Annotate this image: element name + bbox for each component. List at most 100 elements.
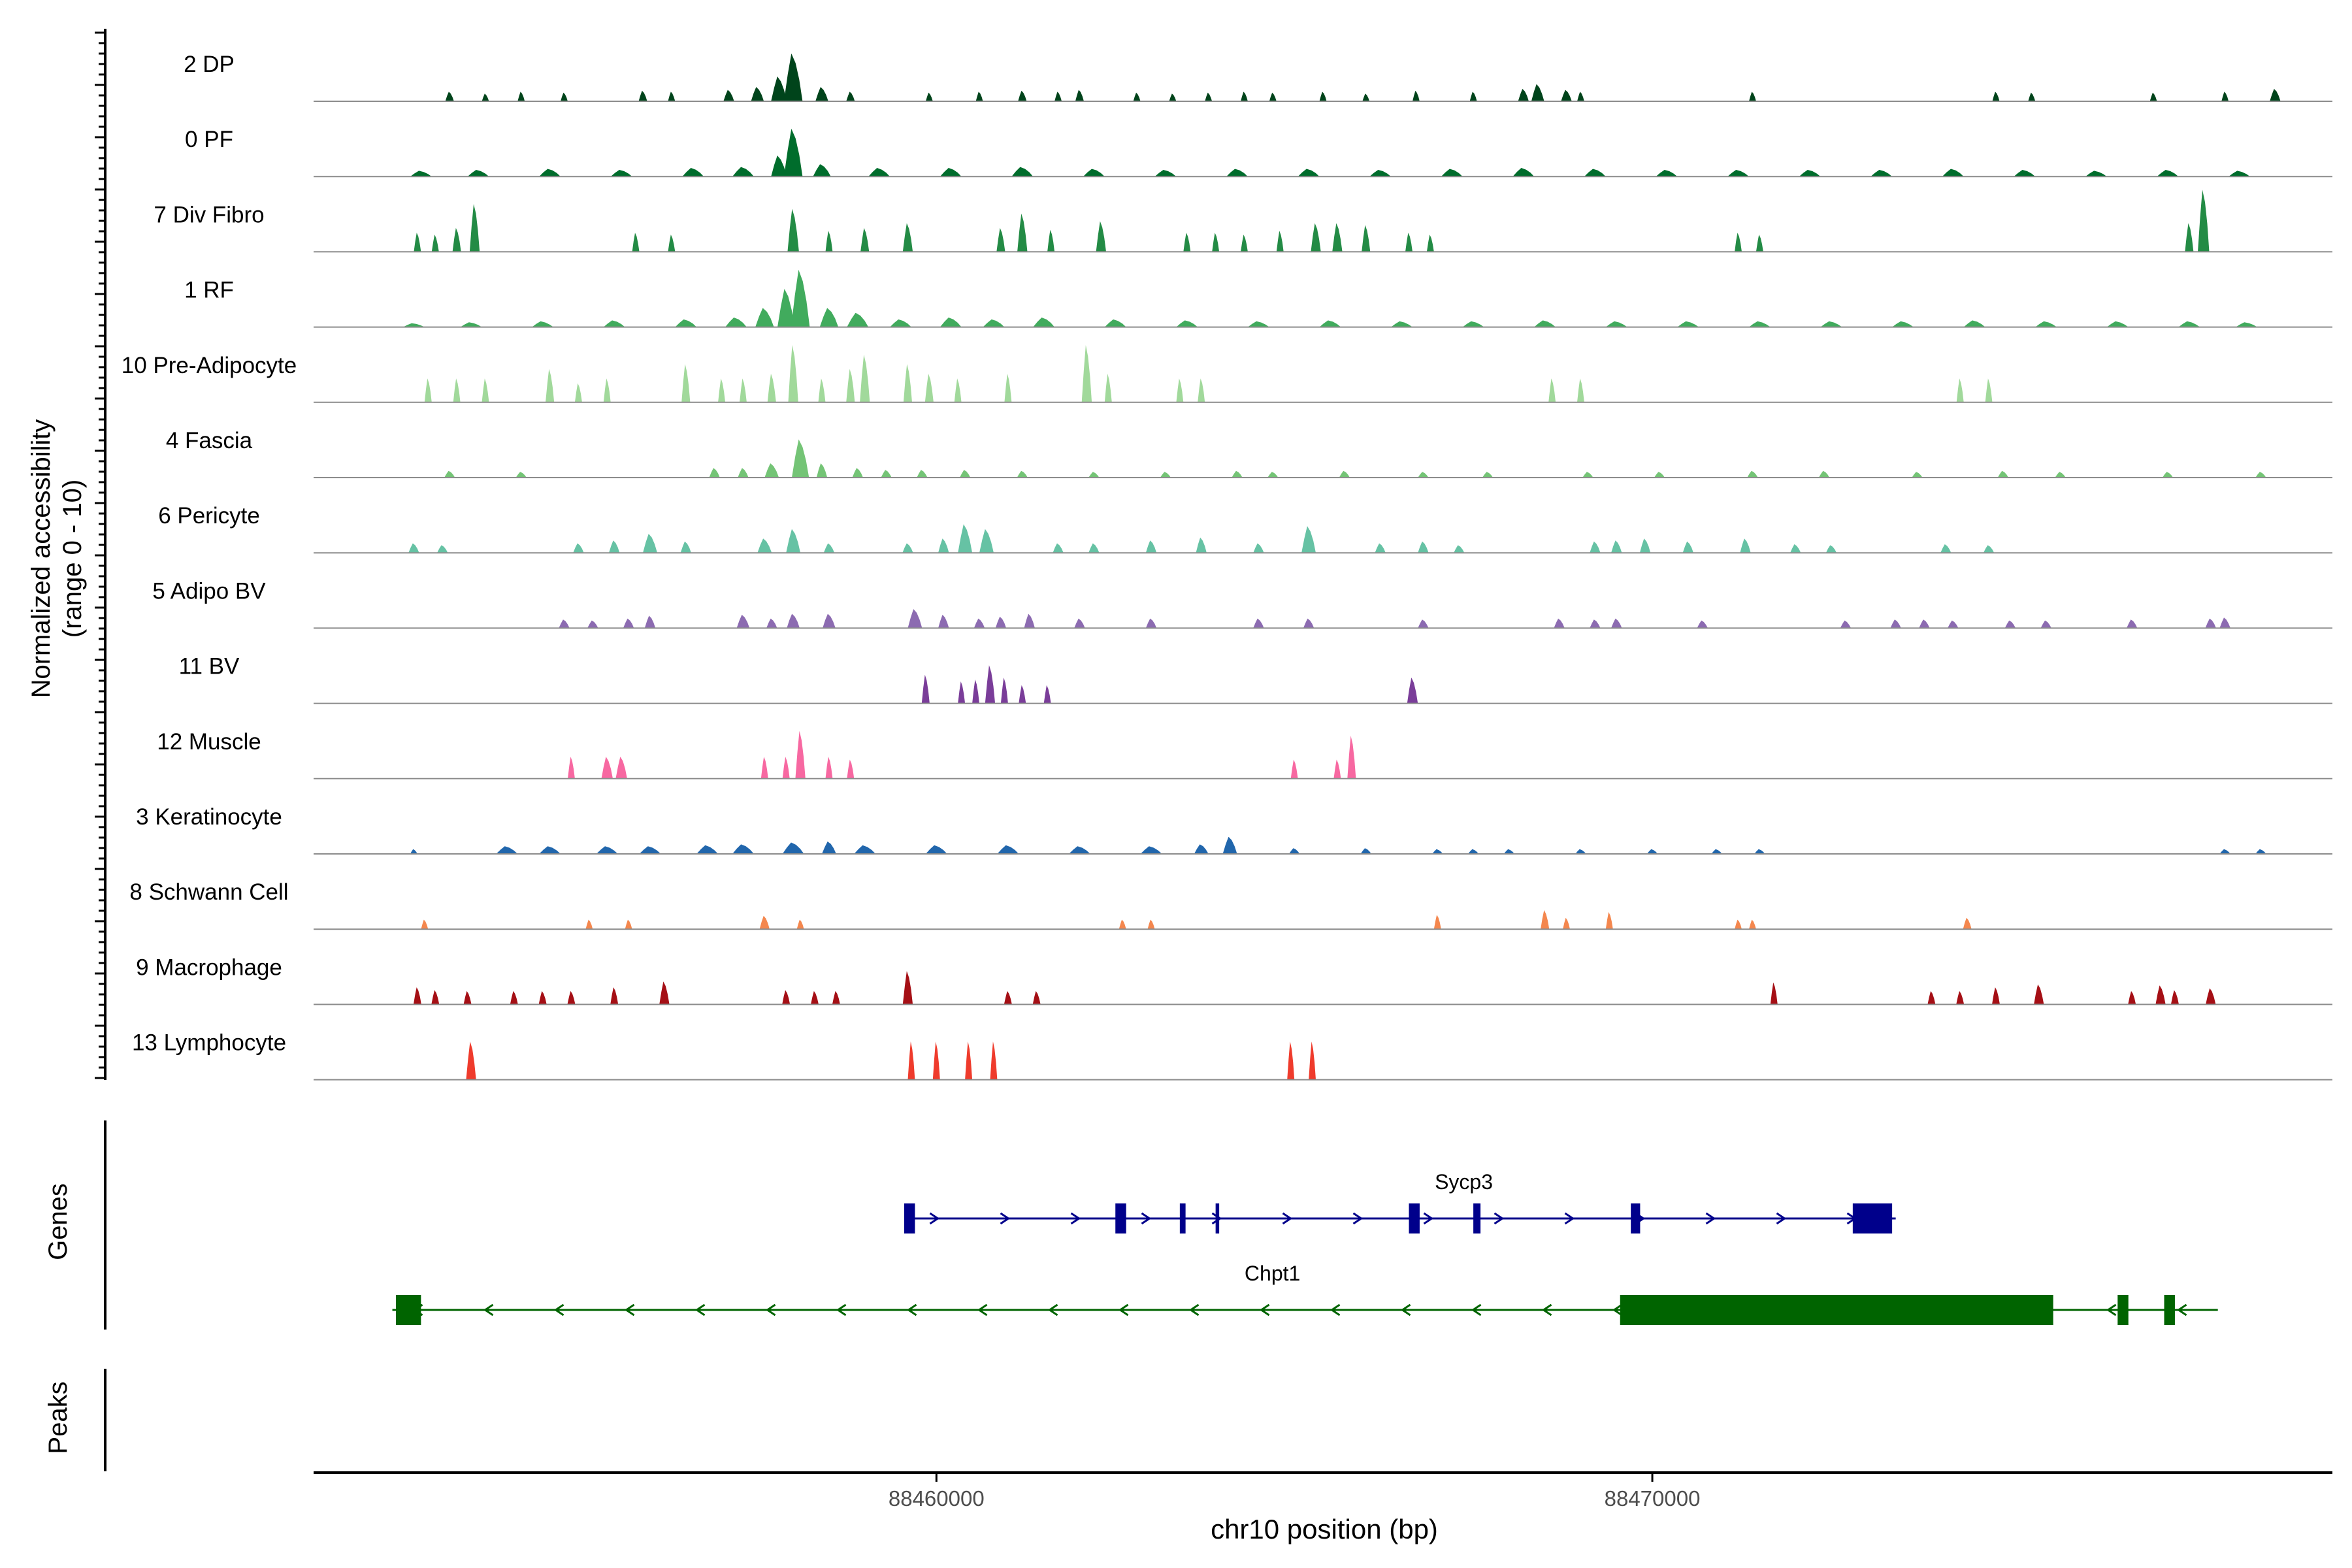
coverage-peak <box>1018 90 1027 101</box>
coverage-peak <box>1232 470 1243 478</box>
coverage-peak <box>1069 846 1090 854</box>
coverage-peak <box>819 308 839 327</box>
coverage-peak <box>410 171 432 177</box>
coverage-peak <box>2229 171 2250 177</box>
coverage-peak <box>1407 678 1418 704</box>
coverage-peak <box>2157 170 2179 177</box>
coverage-peak <box>1677 321 1699 327</box>
coverage-peak <box>517 91 525 101</box>
coverage-peak <box>1145 618 1157 629</box>
strand-arrow <box>1400 1303 1411 1316</box>
coverage-peak <box>610 987 619 1005</box>
strand-arrow <box>1047 1303 1058 1316</box>
gene-exon <box>1620 1295 2053 1325</box>
coverage-peak <box>1656 170 1678 177</box>
coverage-peak <box>903 364 912 402</box>
coverage-peak <box>1083 169 1105 177</box>
coverage-peak <box>1605 911 1613 930</box>
coverage-peak <box>1333 759 1341 779</box>
coverage-peak <box>1311 223 1321 252</box>
coverage-peak <box>1222 836 1237 854</box>
coverage-peak <box>990 1041 998 1080</box>
coverage-peak <box>546 368 555 402</box>
coverage-peak <box>1418 619 1429 629</box>
coverage-peak <box>1000 678 1008 704</box>
track-10: 3 Keratinocyte <box>136 804 2332 855</box>
coverage-peak <box>625 919 632 930</box>
track-label: 4 Fascia <box>166 428 253 453</box>
coverage-peak <box>437 545 448 553</box>
gene-exon <box>396 1295 421 1325</box>
coverage-peak <box>1512 168 1535 177</box>
gene-exon <box>1631 1203 1641 1233</box>
track-2: 7 Div Fibro <box>154 189 2332 253</box>
coverage-peak <box>1818 470 1830 478</box>
coverage-peak <box>1319 91 1327 101</box>
strand-arrow <box>1330 1303 1341 1316</box>
coverage-peak <box>680 541 691 553</box>
track-label: 2 DP <box>184 52 235 77</box>
coverage-peak <box>777 289 795 327</box>
coverage-peak <box>1799 170 1821 177</box>
strand-arrow <box>906 1303 917 1316</box>
coverage-peak <box>771 76 787 101</box>
coverage-peak <box>854 845 876 854</box>
coverage-peak <box>1287 1041 1295 1080</box>
coverage-peak <box>424 378 432 402</box>
coverage-peak <box>587 620 598 629</box>
coverage-peak <box>925 92 933 101</box>
coverage-peak <box>818 378 826 402</box>
coverage-peak <box>1418 541 1429 553</box>
coverage-peak <box>1611 618 1622 629</box>
coverage-tracks: 2 DP 0 PF 7 Div Fibro 1 RF 10 Pre-Adipocyte 4… <box>122 52 2332 1081</box>
coverage-peak <box>860 227 870 252</box>
coverage-peak <box>1754 849 1765 854</box>
track-label: 6 Pericyte <box>158 503 260 529</box>
track-label: 3 Keratinocyte <box>136 804 282 830</box>
coverage-peak <box>603 320 625 327</box>
coverage-peak <box>783 129 803 177</box>
coverage-peak <box>795 730 806 779</box>
coverage-peak <box>921 674 930 704</box>
coverage-peak <box>2170 990 2179 1005</box>
coverage-peak <box>1956 378 1964 402</box>
coverage-peak <box>979 529 994 553</box>
coverage-peak <box>2014 170 2036 177</box>
coverage-peak <box>725 318 747 327</box>
coverage-peak <box>757 538 772 553</box>
coverage-peak <box>539 846 561 854</box>
coverage-peak <box>958 681 966 704</box>
coverage-peak <box>482 378 489 402</box>
coverage-peak <box>938 614 949 629</box>
coverage-peak <box>917 470 928 478</box>
track-label: 5 Adipo BV <box>152 578 266 604</box>
strand-arrow <box>694 1303 706 1316</box>
strand-arrow <box>1070 1212 1081 1225</box>
coverage-peak <box>1441 169 1463 177</box>
coverage-peak <box>1133 92 1141 101</box>
coverage-peak <box>868 168 890 177</box>
coverage-peak <box>1584 169 1606 177</box>
coverage-peak <box>751 87 764 101</box>
coverage-peak <box>463 990 472 1005</box>
coverage-peak <box>792 439 809 478</box>
coverage-peak <box>1183 233 1191 252</box>
coverage-peak <box>1531 84 1544 101</box>
coverage-peak <box>723 90 734 101</box>
coverage-peak <box>1912 472 1923 478</box>
coverage-peak <box>1711 849 1722 854</box>
coverage-peak <box>881 470 892 478</box>
coverage-peak <box>1983 545 1995 553</box>
coverage-peak <box>414 233 421 252</box>
coverage-peak <box>939 318 962 327</box>
coverage-peak <box>846 368 855 402</box>
track-6: 6 Pericyte <box>158 503 2332 554</box>
coverage-peak <box>825 231 833 252</box>
coverage-peak <box>2219 849 2230 854</box>
coverage-peak <box>1267 472 1279 478</box>
coverage-peak <box>1104 319 1126 327</box>
coverage-peak <box>2270 89 2281 101</box>
x-axis-ticks: 88460000 88470000 <box>889 1473 1700 1511</box>
coverage-peak <box>832 990 840 1005</box>
